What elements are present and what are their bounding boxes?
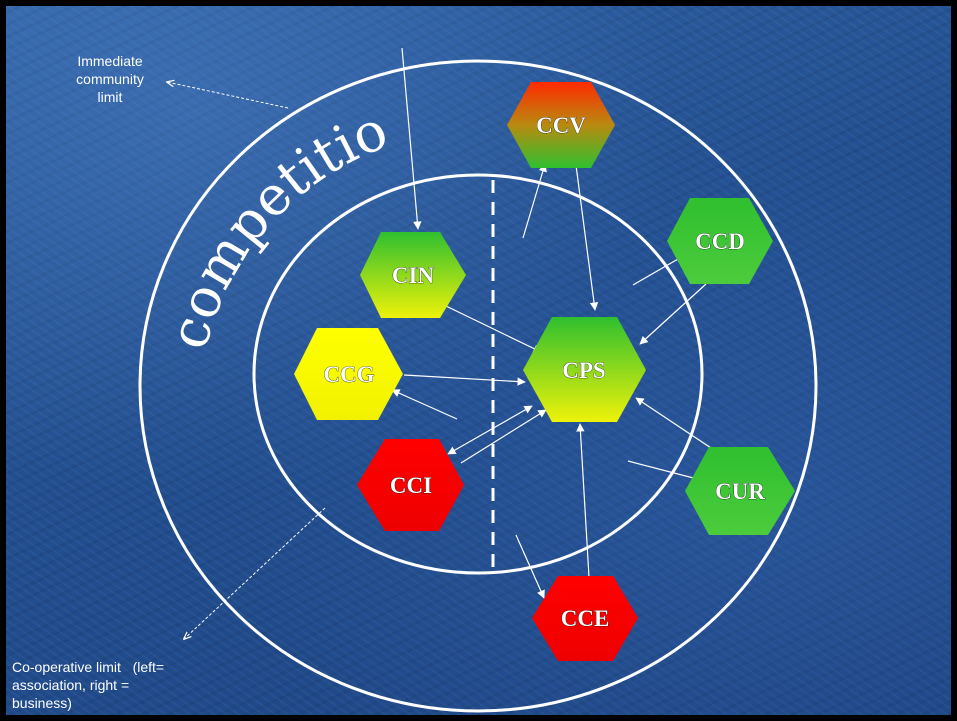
cooperative-limit-annotation: Co-operative limit (left= association, r… [12, 659, 164, 711]
arrow-cur-to-cps [635, 397, 718, 453]
cooperative-limit-line-2: association, right = [12, 677, 129, 693]
competition-label: competition [0, 0, 396, 355]
node-cce: CCE [532, 576, 638, 661]
competition-text: competition [0, 0, 396, 355]
node-ccg-label: CCG [323, 362, 374, 387]
node-ccv-label: CCV [536, 113, 586, 138]
arrow-to-cce [515, 534, 545, 599]
arrow-ccv-to-cps [573, 149, 599, 311]
arrow-cce-to-cps [576, 423, 590, 578]
node-cps: CPS [523, 317, 646, 422]
node-cur-label: CUR [715, 479, 765, 504]
node-cci: CCI [357, 439, 464, 531]
node-cps-label: CPS [562, 358, 605, 383]
immediate-community-annotation: Immediate community limit [76, 53, 144, 105]
cooperative-limit-pointer [184, 507, 326, 639]
arrow-ccd-to-cps [639, 283, 707, 345]
arrow-to-ccd [632, 254, 686, 286]
node-ccv: CCV [507, 82, 615, 168]
cooperative-limit-line-3: business) [12, 695, 72, 711]
inner-circle-cooperative [252, 173, 704, 575]
slide-background [6, 6, 951, 715]
node-cin-label: CIN [392, 263, 435, 288]
node-cci-label: CCI [390, 473, 432, 498]
immediate-community-line-3: limit [98, 89, 123, 105]
node-ccg: CCG [294, 328, 403, 420]
arrow-to-ccg [391, 389, 458, 420]
cooperative-limit-line-1: Co-operative limit (left= [12, 659, 164, 675]
node-cin: CIN [360, 232, 466, 318]
arrow-to-ccv [522, 163, 547, 239]
arrow-cin-to-cps [445, 305, 542, 353]
node-ccd-label: CCD [695, 229, 745, 254]
immediate-community-line-2: community [76, 71, 144, 87]
arrow-cci-to-cps [460, 409, 547, 464]
node-cce-label: CCE [561, 606, 610, 631]
node-ccd: CCD [667, 198, 773, 284]
arrow-cps-cci [447, 405, 533, 455]
arrow-external-to-cin [401, 47, 422, 230]
outer-circle-immediate-community [138, 59, 818, 713]
arrow-to-cur [627, 460, 706, 484]
arrow-ccg-to-cps [403, 374, 526, 386]
immediate-community-line-1: Immediate [77, 53, 143, 69]
node-cur: CUR [685, 447, 795, 535]
immediate-community-pointer [167, 82, 289, 109]
